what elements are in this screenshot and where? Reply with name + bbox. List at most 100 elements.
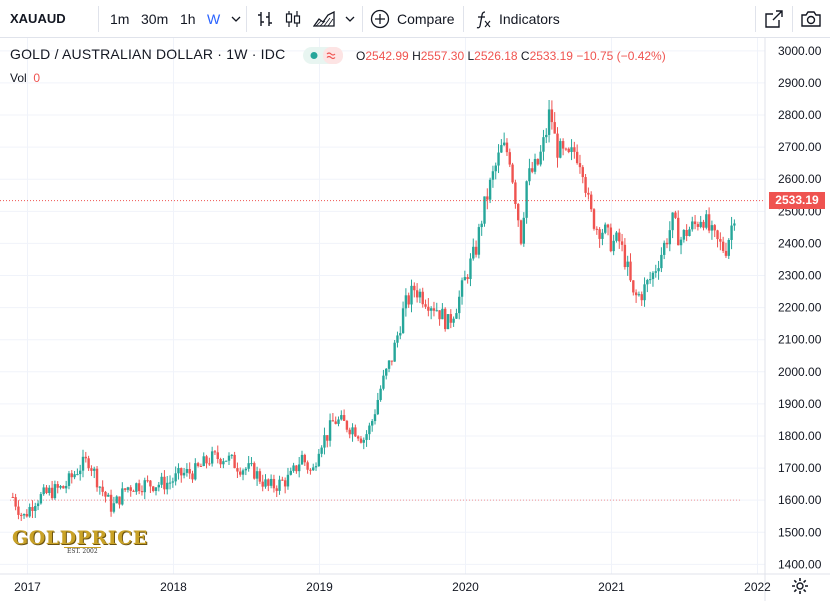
candle-body [283,480,287,487]
candle-body [404,295,408,309]
gear-icon[interactable] [790,576,810,596]
candle-body [500,145,503,153]
candle-body [157,484,161,488]
candle-body [28,507,31,517]
interval-1m-button[interactable]: 1m [110,11,130,27]
candle-body [592,209,596,229]
candle-body [241,470,245,475]
candle-body [309,469,312,471]
candle-body [373,414,377,422]
candle-body [587,192,590,195]
candle-body [710,225,714,231]
x-tick-label: 2019 [306,580,333,594]
candle-body [651,272,655,280]
candle-body [604,224,607,233]
candle-body [163,476,166,490]
candle-body [168,482,172,484]
candle-body [281,479,284,481]
candle-body [345,420,349,430]
candle-body [196,463,200,466]
candle-body [668,230,672,245]
time-axis[interactable]: 2017 2018 2019 2020 2021 2022 [14,580,771,594]
price-chart[interactable]: 1400.00 1500.00 1600.00 1700.00 1800.00 1900.… [0,38,830,601]
candle-body [486,196,489,200]
candle-body [567,148,570,152]
candle-body [415,290,419,298]
interval-1h-button[interactable]: 1h [180,11,196,27]
goldprice-logo: GOLDPRICE [12,527,148,549]
candle-body [429,308,433,311]
candle-body [474,246,478,255]
candle-body [171,481,175,483]
candle-body [151,486,155,491]
candle-body [494,165,497,172]
candle-body [222,461,225,465]
candle-body [606,224,610,228]
area-chart-icon[interactable] [312,0,336,38]
chevron-down-icon[interactable] [342,0,358,38]
candle-body [463,277,467,281]
candle-body [70,473,73,478]
candle-body [20,514,23,516]
bar-chart-icon[interactable] [254,0,276,38]
share-icon[interactable] [762,0,786,38]
candlestick-icon[interactable] [282,0,304,38]
candle-body [660,254,663,269]
candle-body [93,468,96,471]
y-tick-label: 2600.00 [778,172,822,186]
chevron-down-icon[interactable] [228,0,244,38]
candle-body [317,453,321,467]
interval-30m-button[interactable]: 30m [141,11,169,27]
indicators-button[interactable]: Indicators [499,11,560,27]
y-tick-label: 1600.00 [778,493,822,507]
candle-body [331,420,335,422]
chart-title: GOLD / AUSTRALIAN DOLLAR · 1W · IDC [10,46,286,62]
toolbar-divider [362,6,363,32]
y-tick-label: 1500.00 [778,525,822,539]
x-tick-label: 2020 [452,580,479,594]
candle-body [160,476,163,485]
candle-body [48,487,51,493]
y-tick-label: 1400.00 [778,557,822,571]
function-icon[interactable] [472,0,494,38]
y-tick-label: 2000.00 [778,365,822,379]
candle-body [446,314,450,330]
candle-body [483,196,486,224]
candle-body [95,468,99,488]
symbol-label[interactable]: XAUAUD [10,11,66,26]
last-price-tag: 2533.19 [769,192,825,210]
candle-body [188,469,191,474]
candle-body [109,494,113,512]
candle-body [730,225,733,240]
candle-body [387,360,391,369]
compare-button[interactable]: Compare [397,11,455,27]
candle-body [312,467,315,471]
close-label: C [520,49,530,63]
candle-body [194,463,197,480]
candle-body [73,474,76,478]
price-axis[interactable]: 1400.00 1500.00 1600.00 1700.00 1800.00 1900.… [778,44,822,572]
interval-w-button[interactable]: W [207,11,221,27]
candle-body [25,513,29,517]
candle-body [578,163,582,168]
plus-circle-icon[interactable] [369,0,391,38]
candle-body [42,487,45,495]
candle-body [702,221,705,228]
candle-body [519,220,523,244]
candle-body [556,133,559,158]
change-value: −10.75 (−0.42%) [576,49,666,63]
candle-body [452,318,455,323]
camera-icon[interactable] [798,0,824,38]
y-tick-label: 2400.00 [778,236,822,250]
candle-body [581,167,584,178]
candle-body [370,421,374,426]
candle-body [691,221,694,230]
legend-status-pill[interactable] [303,47,343,64]
candle-body [112,503,116,512]
candle-body [135,483,138,492]
candle-body [320,447,323,454]
y-tick-label: 2100.00 [778,333,822,347]
candle-body [98,486,102,488]
candle-body [118,496,121,505]
candle-body [76,474,79,476]
